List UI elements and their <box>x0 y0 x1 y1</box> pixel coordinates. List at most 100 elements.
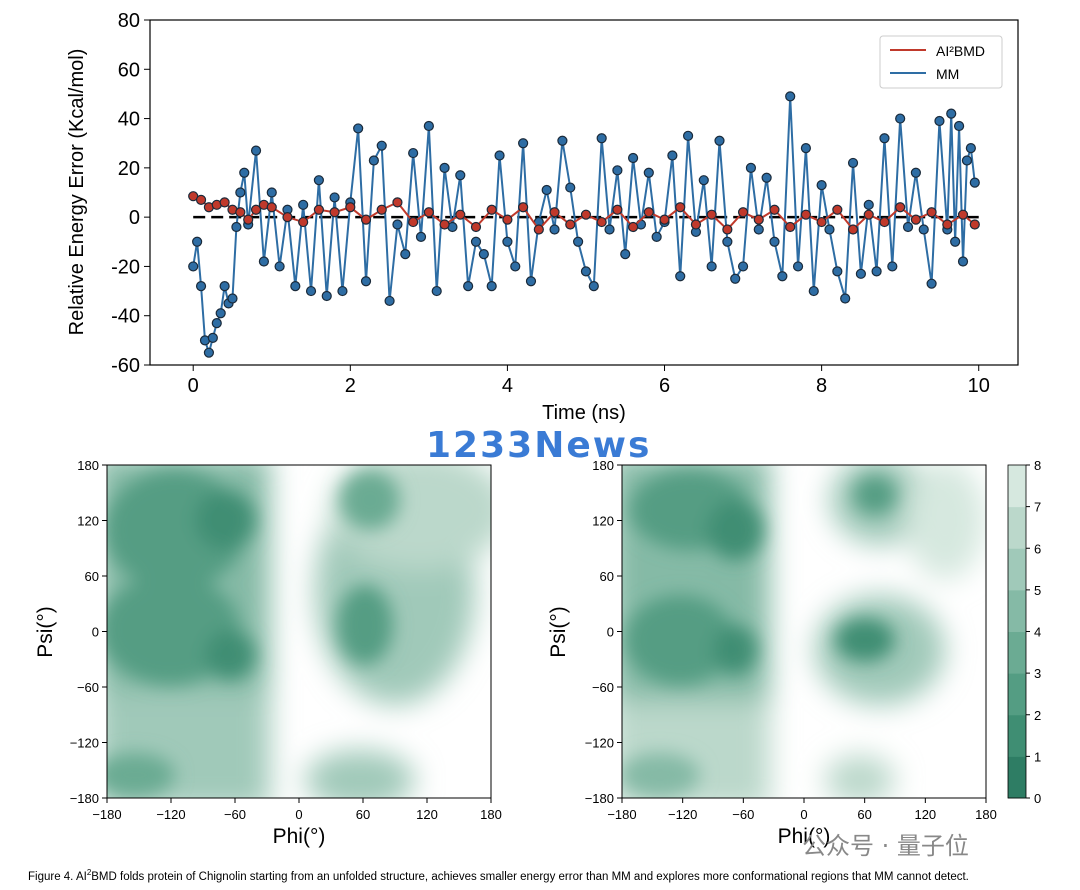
data-point <box>722 236 733 247</box>
heatmap-left-xlabel: Phi(°) <box>273 825 326 848</box>
y-tick-label: 80 <box>118 10 140 32</box>
data-point <box>478 249 489 260</box>
colorbar-tick-label: 7 <box>1034 500 1041 515</box>
data-point <box>219 281 230 292</box>
colorbar-tick-label: 2 <box>1034 708 1041 723</box>
data-point <box>580 209 592 220</box>
data-point <box>910 214 921 225</box>
data-point <box>675 202 686 213</box>
y-tick-label: −180 <box>585 791 614 806</box>
data-point <box>439 162 450 173</box>
data-point <box>573 236 584 247</box>
data-point <box>698 175 709 186</box>
data-point <box>627 152 639 164</box>
data-point <box>777 271 788 282</box>
data-point <box>832 266 843 277</box>
data-point <box>950 236 961 247</box>
data-point <box>290 281 301 292</box>
data-point <box>494 150 505 161</box>
x-tick-label: 60 <box>356 807 370 822</box>
y-tick-label: 60 <box>600 569 614 584</box>
data-point <box>274 261 285 272</box>
data-point <box>376 140 387 151</box>
data-point <box>753 214 764 225</box>
data-point <box>643 167 654 178</box>
data-point <box>549 224 560 235</box>
data-point <box>722 224 733 235</box>
heatmap-left-ylabel: Psi(°) <box>34 606 57 658</box>
x-tick-label: 10 <box>968 375 990 397</box>
data-point <box>808 285 819 297</box>
data-point <box>502 214 513 225</box>
data-point <box>518 202 529 213</box>
x-tick-label: 4 <box>502 375 513 397</box>
data-point <box>192 236 203 247</box>
data-point <box>918 224 929 235</box>
colorbar-tick-label: 5 <box>1034 583 1041 598</box>
data-point <box>879 216 890 228</box>
data-point <box>961 155 973 166</box>
data-point <box>518 138 529 149</box>
colorbar-tick-label: 1 <box>1034 749 1041 764</box>
data-point <box>313 175 324 186</box>
data-point <box>376 204 387 215</box>
data-point <box>439 219 450 230</box>
data-point <box>863 199 874 210</box>
data-point <box>690 219 702 230</box>
data-point <box>360 276 372 287</box>
data-point <box>353 123 364 134</box>
x-tick-label: −180 <box>92 807 121 822</box>
data-point <box>953 120 965 132</box>
x-tick-label: 120 <box>416 807 438 822</box>
data-point <box>321 290 332 302</box>
colorbar-tick-label: 0 <box>1034 791 1041 806</box>
data-point <box>337 285 348 297</box>
data-point <box>188 261 199 272</box>
ramachandran-heatmap-left: −180−180 −120 −120 −60 −60 0 0 60 60 120 120 180 180… <box>34 458 502 848</box>
data-point <box>486 204 497 215</box>
data-point <box>211 318 222 329</box>
x-tick-label: −60 <box>224 807 246 822</box>
data-point <box>800 143 812 154</box>
data-point <box>620 249 631 260</box>
heatmap-right-xlabel: Phi(°) <box>778 825 831 848</box>
data-point <box>486 281 497 292</box>
data-point <box>266 202 277 213</box>
data-point <box>227 293 238 304</box>
data-point <box>667 150 678 161</box>
data-point <box>946 108 957 119</box>
data-point <box>847 224 859 235</box>
legend-mm-label: MM <box>936 66 959 82</box>
heatmap-left-ticks: −180−180 −120 −120 −60 −60 0 0 60 60 120 120 180 180 <box>70 458 502 822</box>
y-tick-label: 0 <box>129 207 140 229</box>
data-point <box>965 143 976 154</box>
data-point <box>863 209 874 220</box>
data-point <box>415 231 427 242</box>
data-point <box>871 266 882 277</box>
series-ai2bmd <box>188 191 980 235</box>
data-point <box>565 219 576 230</box>
data-point <box>714 135 725 146</box>
y-tick-label: 0 <box>607 625 614 640</box>
colorbar-tick-label: 6 <box>1034 541 1041 556</box>
data-point <box>627 221 639 233</box>
colorbar-segment <box>1008 465 1026 508</box>
data-point <box>510 261 521 272</box>
data-point <box>203 347 215 358</box>
data-point <box>408 216 419 228</box>
x-axis-label: Time (ns) <box>542 402 626 424</box>
axis-ticks: 0 2 4 6 8 10 -60 -40 -20 0 20 40 60 80 <box>111 10 990 397</box>
data-point <box>463 281 474 292</box>
colorbar-segment <box>1008 506 1026 549</box>
data-point <box>298 216 309 228</box>
y-tick-label: 60 <box>118 59 140 81</box>
data-point <box>895 113 906 124</box>
y-tick-label: −180 <box>70 791 99 806</box>
data-point <box>832 204 843 215</box>
data-point <box>431 285 442 297</box>
data-point <box>195 281 207 292</box>
data-point <box>195 194 207 205</box>
y-tick-label: −60 <box>592 680 614 695</box>
data-point <box>596 133 607 144</box>
data-point <box>612 165 623 176</box>
